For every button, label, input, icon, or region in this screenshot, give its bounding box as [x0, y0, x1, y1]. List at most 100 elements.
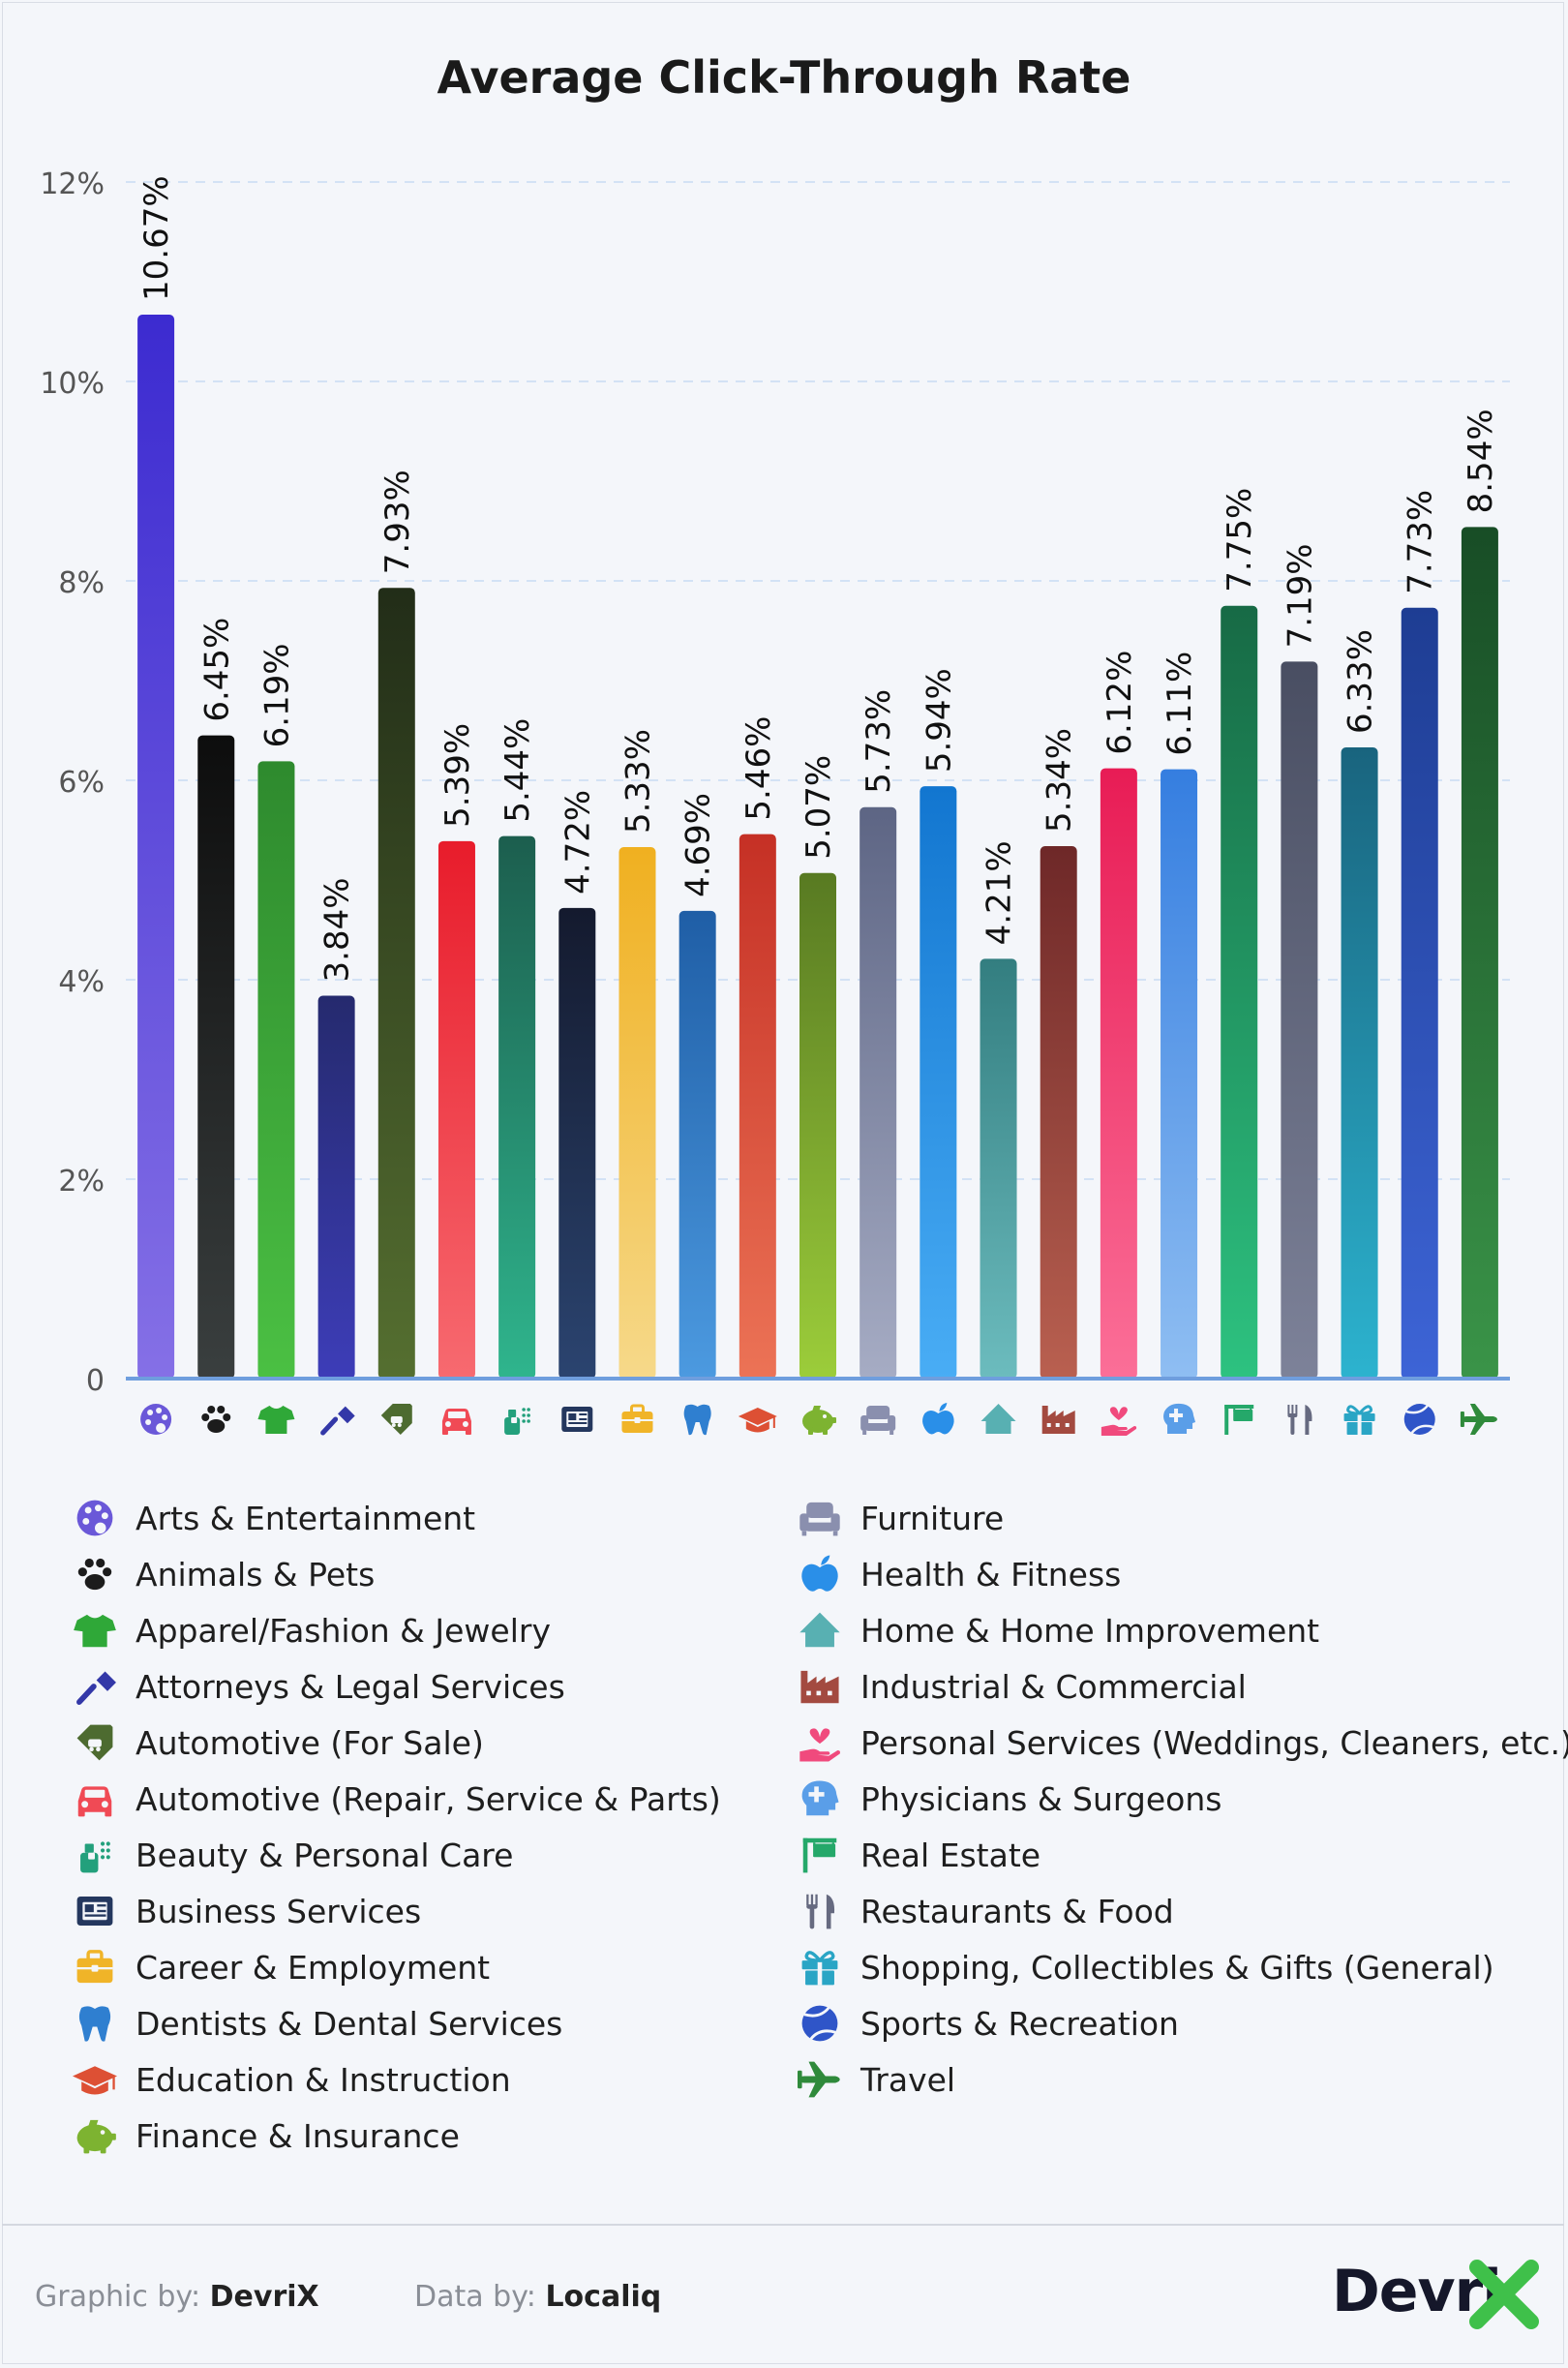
bar: [197, 735, 235, 1379]
bar: [739, 834, 776, 1379]
legend-gavel-icon: [72, 1663, 118, 1710]
data-label: 6.33%: [1342, 629, 1380, 734]
airplane-icon: [1460, 1404, 1497, 1435]
bar: [799, 872, 836, 1379]
bar: [618, 847, 656, 1379]
data-label: 5.33%: [618, 729, 657, 834]
bar: [1461, 527, 1498, 1379]
legend-label: Career & Employment: [136, 1948, 491, 1987]
data-label: 6.11%: [1161, 652, 1199, 756]
legend-item: Automotive (For Sale): [72, 1718, 484, 1767]
data-label: 7.93%: [378, 470, 417, 574]
data-label: 6.12%: [1101, 651, 1139, 755]
house-icon: [980, 1404, 1016, 1434]
legend-armchair-icon: [797, 1495, 843, 1541]
legend-real-estate-sign-icon: [797, 1832, 843, 1878]
data-label: 5.94%: [920, 668, 958, 773]
legend-item: Career & Employment: [72, 1943, 490, 1991]
car-tag-icon: [380, 1404, 412, 1435]
hand-heart-icon: [1101, 1407, 1137, 1436]
bar: [1341, 747, 1378, 1379]
footer-divider: [2, 2224, 1564, 2226]
data-by-label: Data by:: [414, 2280, 536, 2314]
bar: [1100, 768, 1137, 1379]
paw-icon: [201, 1406, 231, 1433]
bar: [317, 995, 355, 1379]
data-label: 7.75%: [1221, 488, 1259, 592]
legend-item: Automotive (Repair, Service & Parts): [72, 1775, 721, 1823]
graduation-cap-icon: [738, 1408, 777, 1433]
data-label: 5.07%: [799, 755, 838, 860]
legend-label: Restaurants & Food: [860, 1892, 1174, 1930]
legend-item: Dentists & Dental Services: [72, 1999, 562, 2048]
grid-layer: 0 2% 4% 6% 8% 10% 12%: [40, 167, 1510, 1398]
data-label: 4.72%: [558, 790, 597, 895]
data-label: 6.45%: [197, 618, 236, 722]
bar: [1401, 607, 1438, 1379]
devrix-x-mark-icon: [1469, 2260, 1539, 2329]
y-tick-label: 6%: [58, 766, 105, 800]
y-tick-label: 10%: [40, 367, 105, 401]
legend-car-tag-icon: [72, 1719, 118, 1766]
head-medical-icon: [1163, 1403, 1196, 1434]
legend-tshirt-icon: [72, 1607, 118, 1654]
bar: [498, 835, 536, 1379]
y-tick-label: 2%: [58, 1165, 105, 1199]
legend-item: Arts & Entertainment: [72, 1494, 475, 1542]
legend-label: Dentists & Dental Services: [136, 2004, 563, 2043]
legend-label: Real Estate: [860, 1836, 1041, 1874]
legend-head-medical-icon: [797, 1776, 843, 1822]
legend-palette-icon: [72, 1495, 118, 1541]
y-tick-label: 12%: [40, 167, 105, 201]
tshirt-icon: [257, 1406, 295, 1434]
legend-label: Animals & Pets: [136, 1555, 376, 1594]
bar-layer: [126, 314, 1510, 1381]
legend-label: Education & Instruction: [136, 2060, 511, 2099]
legend-item: Home & Home Improvement: [797, 1606, 1319, 1655]
label-layer: 10.67% 6.45% 6.19% 3.84% 7.93% 5.39% 5.44% 4.72…: [137, 175, 1500, 982]
legend-label: Industrial & Commercial: [860, 1667, 1247, 1706]
y-tick-label: 0: [86, 1364, 105, 1398]
legend-ball-icon: [797, 2000, 843, 2047]
legend-item: Industrial & Commercial: [797, 1662, 1247, 1711]
graphic-by-label: Graphic by:: [35, 2280, 201, 2314]
legend-label: Finance & Insurance: [136, 2116, 460, 2155]
bar: [437, 840, 475, 1379]
y-tick-label: 8%: [58, 566, 105, 600]
legend-label: Arts & Entertainment: [136, 1499, 476, 1537]
legend-item: Restaurants & Food: [797, 1887, 1174, 1935]
legend-spray-bottle-icon: [72, 1832, 118, 1878]
bar: [980, 958, 1017, 1379]
bar: [558, 907, 596, 1379]
legend-house-icon: [797, 1607, 843, 1654]
ball-icon: [1403, 1404, 1435, 1435]
legend-item: Finance & Insurance: [72, 2111, 460, 2160]
legend-item: Travel: [797, 2055, 955, 2104]
briefcase-icon: [621, 1404, 653, 1433]
legend-briefcase-icon: [72, 1944, 118, 1990]
legend-item: Furniture: [797, 1494, 1004, 1542]
legend-item: Attorneys & Legal Services: [72, 1662, 565, 1711]
data-label: 5.73%: [859, 689, 898, 794]
graphic-by-value: DevriX: [209, 2280, 319, 2314]
data-label: 5.44%: [498, 718, 537, 823]
legend-label: Health & Fitness: [860, 1555, 1122, 1594]
legend-gift-icon: [797, 1944, 843, 1990]
legend-label: Personal Services (Weddings, Cleaners, e…: [860, 1723, 1568, 1762]
bar: [1281, 661, 1318, 1379]
bar: [257, 761, 295, 1379]
legend-item: Health & Fitness: [797, 1550, 1121, 1598]
legend-item: Shopping, Collectibles & Gifts (General): [797, 1943, 1494, 1991]
chart-title: Average Click-Through Rate: [437, 51, 1131, 104]
bar: [1161, 769, 1198, 1379]
legend-item: Beauty & Personal Care: [72, 1831, 513, 1879]
legend-label: Business Services: [136, 1892, 422, 1930]
palette-icon: [140, 1404, 172, 1435]
data-label: 10.67%: [137, 175, 176, 301]
car-icon: [441, 1409, 471, 1435]
legend-piggy-bank-icon: [72, 2112, 118, 2159]
legend-hand-heart-icon: [797, 1719, 843, 1766]
legend-label: Furniture: [860, 1499, 1005, 1537]
footer-data-credit: Data by: Localiq: [414, 2280, 661, 2314]
